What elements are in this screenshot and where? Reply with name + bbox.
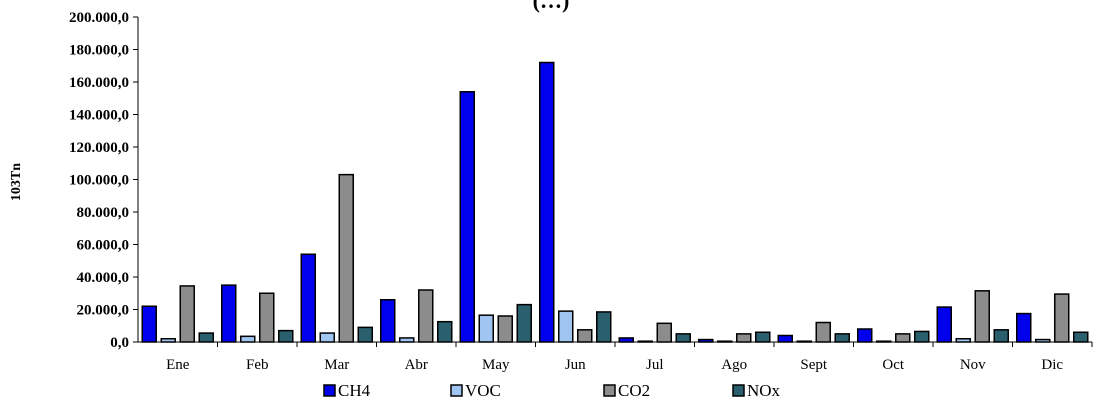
legend-swatch-voc <box>450 384 463 397</box>
bar-co2-nov <box>974 290 990 343</box>
legend-swatch-co2 <box>603 384 616 397</box>
y-tick-label: 120.000,0 <box>69 140 129 156</box>
legend-label-voc: VOC <box>465 381 501 400</box>
legend: CH4 VOC CO2 NOx <box>323 381 781 400</box>
bar-voc-jun <box>558 310 574 343</box>
bar-ch4-may <box>459 91 475 343</box>
x-tick-label: Ago <box>721 357 747 373</box>
bar-co2-ene <box>179 285 195 343</box>
x-tick-label: Dic <box>1041 357 1063 373</box>
bar-co2-jun <box>577 329 593 343</box>
y-tick-label: 160.000,0 <box>69 75 129 91</box>
y-tick-label: 80.000,0 <box>77 205 130 221</box>
bar-ch4-sept <box>777 334 793 343</box>
bar-ch4-feb <box>221 284 237 343</box>
bar-co2-may <box>497 315 513 343</box>
x-tick-label: May <box>482 357 510 373</box>
x-tick-label: Ene <box>166 357 190 373</box>
bar-series <box>141 61 1089 343</box>
bar-nox-nov <box>993 329 1009 343</box>
x-tick-label: Abr <box>405 357 428 373</box>
y-tick-label: 40.000,0 <box>77 270 130 286</box>
bar-nox-dic <box>1073 331 1089 343</box>
y-axis-ticks: 0,0 20.000,0 40.000,0 60.000,0 80.000,0 100.0… <box>69 10 138 351</box>
legend-label-ch4: CH4 <box>338 381 371 400</box>
chart-title: (…) <box>533 0 570 13</box>
x-axis-ticks: Ene Feb Mar Abr May Jun Jul Ago Sept Oct Nov Dic <box>166 342 1093 373</box>
bar-co2-feb <box>259 292 275 343</box>
bar-co2-ago <box>736 333 752 343</box>
y-tick-label: 200.000,0 <box>69 10 129 26</box>
bar-nox-feb <box>278 329 294 343</box>
bar-ch4-jul <box>618 337 634 343</box>
bar-nox-jul <box>675 333 691 343</box>
bar-nox-ene <box>198 332 214 343</box>
y-tick-label: 0,0 <box>110 335 129 351</box>
bar-nox-may <box>516 303 532 343</box>
bar-nox-ago <box>755 331 771 343</box>
y-tick-label: 140.000,0 <box>69 108 129 124</box>
bar-co2-oct <box>895 333 911 343</box>
bar-nox-oct <box>914 330 930 343</box>
axes <box>137 17 1092 343</box>
y-tick-label: 20.000,0 <box>77 303 130 319</box>
bar-co2-mar <box>338 173 354 343</box>
y-tick-label: 60.000,0 <box>77 238 130 254</box>
y-tick-label: 180.000,0 <box>69 43 129 59</box>
x-tick-label: Mar <box>324 357 349 373</box>
bar-voc-mar <box>319 332 335 343</box>
bar-co2-jul <box>656 322 672 343</box>
legend-swatch-nox <box>732 384 745 397</box>
x-tick-label: Nov <box>960 357 986 373</box>
bar-ch4-jun <box>539 61 555 343</box>
x-tick-label: Oct <box>882 357 904 373</box>
bar-ch4-abr <box>380 299 396 343</box>
legend-label-nox: NOx <box>747 381 781 400</box>
legend-swatch-ch4 <box>323 384 336 397</box>
x-tick-label: Jul <box>646 357 664 373</box>
bar-ch4-oct <box>857 328 873 343</box>
bar-nox-jun <box>596 311 612 343</box>
legend-label-co2: CO2 <box>618 381 650 400</box>
bar-ch4-mar <box>300 253 316 343</box>
y-tick-label: 100.000,0 <box>69 173 129 189</box>
bar-nox-mar <box>357 326 373 343</box>
x-tick-label: Jun <box>565 357 586 373</box>
bar-ch4-ene <box>141 305 157 343</box>
bar-voc-feb <box>240 335 256 343</box>
bar-co2-abr <box>418 289 434 343</box>
bar-ch4-dic <box>1016 312 1032 343</box>
y-axis-label: 103Tn <box>9 163 24 201</box>
bar-voc-abr <box>399 337 415 343</box>
bar-nox-sept <box>834 333 850 343</box>
bar-co2-sept <box>815 321 831 343</box>
bar-voc-may <box>478 314 494 343</box>
bar-co2-dic <box>1054 293 1070 343</box>
x-tick-label: Feb <box>246 357 269 373</box>
bar-ch4-nov <box>936 306 952 343</box>
bar-nox-abr <box>437 320 453 343</box>
x-tick-label: Sept <box>800 357 828 373</box>
